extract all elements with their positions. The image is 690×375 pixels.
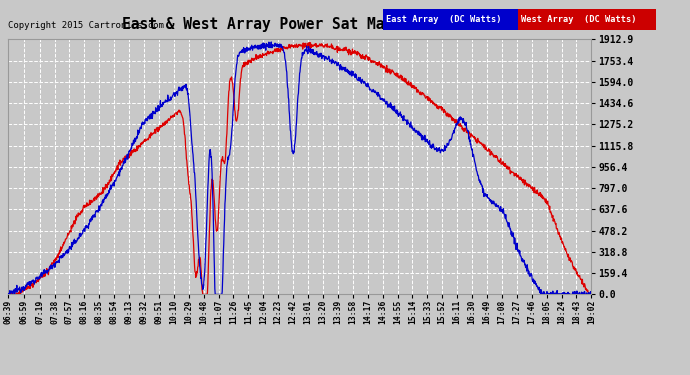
Text: East & West Array Power Sat Mar 28 19:18: East & West Array Power Sat Mar 28 19:18 — [121, 17, 472, 32]
Text: Copyright 2015 Cartronics.com: Copyright 2015 Cartronics.com — [8, 21, 164, 30]
Text: West Array  (DC Watts): West Array (DC Watts) — [521, 15, 636, 24]
Text: East Array  (DC Watts): East Array (DC Watts) — [386, 15, 502, 24]
